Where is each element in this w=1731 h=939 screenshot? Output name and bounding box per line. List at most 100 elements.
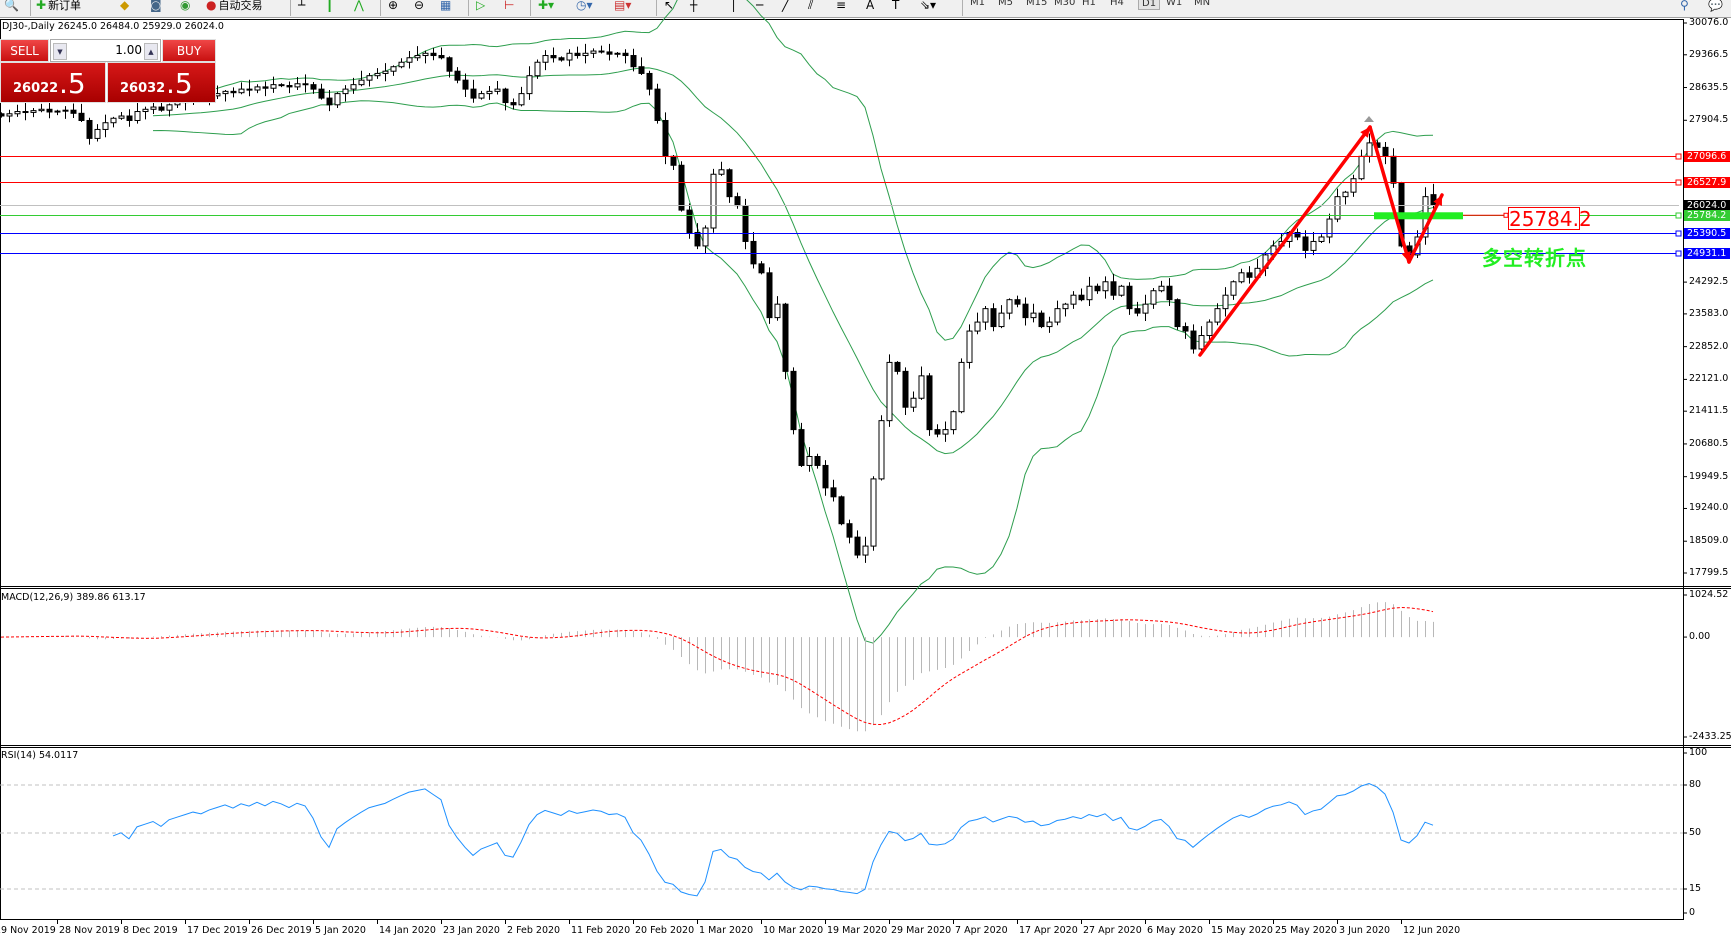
candle-bear	[1302, 236, 1309, 251]
candle-bear	[726, 169, 733, 198]
candle-bear	[766, 272, 773, 319]
trendline-button[interactable]: ╱	[782, 0, 789, 14]
date-label: 19 Mar 2020	[827, 925, 888, 936]
candle-bear	[606, 51, 613, 55]
rsi-line	[112, 783, 1434, 897]
candle-bear	[782, 303, 789, 372]
candle-bear	[902, 370, 909, 408]
candle-bear	[1094, 285, 1101, 292]
level-annotation-label[interactable]: 25784.2	[1508, 207, 1592, 231]
toolbar-separator	[290, 0, 291, 16]
horizontal-line-button[interactable]: ─	[756, 0, 763, 14]
timeframe-m5[interactable]: M5	[998, 0, 1013, 8]
line-chart-button[interactable]: ⋀	[354, 0, 364, 14]
candle-chart-button[interactable]: ┃	[326, 0, 333, 14]
crosshair-button[interactable]: ┼	[690, 0, 697, 14]
date-label: 6 May 2020	[1147, 925, 1203, 936]
candle-bull	[150, 106, 157, 110]
symbol-info: DJ30-,Daily 26245.0 26484.0 25929.0 2602…	[2, 21, 224, 32]
text-label-button[interactable]: T	[892, 0, 899, 14]
periods-button[interactable]: ◷▾	[576, 0, 593, 14]
candle-bear	[1126, 285, 1133, 310]
auto-trading-button[interactable]: ● 自动交易	[206, 0, 262, 14]
bar-chart-button[interactable]: ┴	[298, 0, 305, 14]
candle-bull	[718, 169, 725, 175]
timeframe-h1[interactable]: H1	[1082, 0, 1096, 8]
timeframe-w1[interactable]: W1	[1166, 0, 1183, 8]
channel-button[interactable]: ⫽	[808, 0, 813, 14]
turning-point-text[interactable]: 多空转折点	[1482, 246, 1587, 270]
timeframe-d1[interactable]: D1	[1138, 0, 1161, 10]
search-button[interactable]: ⚲	[1680, 0, 1689, 14]
timeframe-mn[interactable]: MN	[1194, 0, 1211, 8]
candle-bear	[654, 88, 661, 121]
candle-bull	[702, 227, 709, 247]
timeframe-h4[interactable]: H4	[1110, 0, 1124, 8]
buy-price-main: 26032	[120, 81, 166, 96]
candle-bear	[638, 66, 645, 74]
toolbar-button-signals[interactable]: ◉	[180, 0, 190, 14]
candle-bull	[1086, 285, 1093, 301]
toolbar-button-experts[interactable]: ◙	[150, 0, 162, 14]
buy-button[interactable]: BUY	[162, 39, 216, 62]
candle-bull	[398, 61, 405, 68]
candle-bull	[102, 122, 109, 130]
cursor-button[interactable]: ↖	[664, 0, 674, 14]
sell-button[interactable]: SELL	[0, 39, 49, 62]
candle-bear	[894, 361, 901, 372]
rsi-axis-label: 50	[1689, 827, 1702, 838]
rsi-axis-label: 15	[1689, 883, 1702, 894]
chat-button[interactable]: 💬	[1708, 0, 1723, 14]
candle-bear	[814, 455, 821, 466]
sell-price-button[interactable]: 26022 .5	[0, 62, 106, 103]
new-order-button[interactable]: ✚ 新订单	[36, 0, 81, 14]
autoscroll-button[interactable]: ▷	[476, 0, 485, 14]
lot-decrease-icon[interactable]: ▼	[53, 43, 67, 60]
timeframe-m30[interactable]: M30	[1054, 0, 1076, 8]
candle-bear	[1294, 231, 1301, 238]
zoom-out-button[interactable]: ⊖	[414, 0, 424, 14]
candle-bull	[54, 110, 61, 113]
templates-button[interactable]: ▤▾	[614, 0, 631, 14]
level-price-tag: 24931.1	[1684, 247, 1730, 259]
toolbar-button-history[interactable]: ◆	[120, 0, 129, 14]
trend-arrow-line	[1198, 125, 1372, 357]
candle-bear	[158, 106, 165, 111]
lot-size-value[interactable]: 1.00	[115, 43, 142, 57]
candle-bear	[558, 57, 565, 61]
price-tick-label: 19949.5	[1689, 470, 1729, 482]
candle-bull	[486, 90, 493, 95]
trend-arrow-line	[1407, 193, 1444, 264]
chart-shift-button[interactable]: ⊢	[504, 0, 514, 14]
line-chart-icon: ⋀	[354, 0, 364, 12]
text-button[interactable]: A	[866, 0, 874, 14]
toolbar-separator	[468, 0, 469, 16]
date-label: 29 Mar 2020	[891, 925, 952, 936]
zoom-in-button[interactable]: ⊕	[388, 0, 398, 14]
lot-increase-icon[interactable]: ▲	[144, 43, 158, 60]
candle-bear	[798, 429, 805, 466]
toolbar-button-zoom[interactable]: 🔍	[4, 0, 19, 14]
arrows-button[interactable]: ⇘▾	[920, 0, 936, 14]
template-icon: ▤▾	[614, 0, 632, 12]
timeframe-m15[interactable]: M15	[1026, 0, 1048, 8]
lot-size-input[interactable]: ▼ 1.00 ▲	[50, 39, 161, 62]
date-label: 2 Feb 2020	[507, 925, 561, 936]
candle-bull	[334, 93, 341, 106]
indicators-button[interactable]: ✚▾	[538, 0, 554, 14]
fibonacci-button[interactable]: ≡	[836, 0, 846, 14]
tile-windows-button[interactable]: ▦	[440, 0, 451, 14]
tile-windows-icon: ▦	[440, 0, 452, 12]
candle-bear	[1038, 312, 1045, 328]
timeframe-m1[interactable]: M1	[970, 0, 985, 8]
vertical-line-button[interactable]: │	[730, 0, 737, 14]
candle-bull	[1158, 285, 1165, 292]
price-tick-label: 28635.5	[1689, 81, 1729, 93]
candle-bull	[534, 61, 541, 77]
date-label: 15 May 2020	[1211, 925, 1273, 936]
price-tick-label: 17799.5	[1689, 567, 1729, 578]
gold-icon: ◆	[120, 0, 130, 12]
buy-price-button[interactable]: 26032 .5	[107, 62, 216, 103]
arrows-icon: ⇘▾	[920, 0, 937, 12]
